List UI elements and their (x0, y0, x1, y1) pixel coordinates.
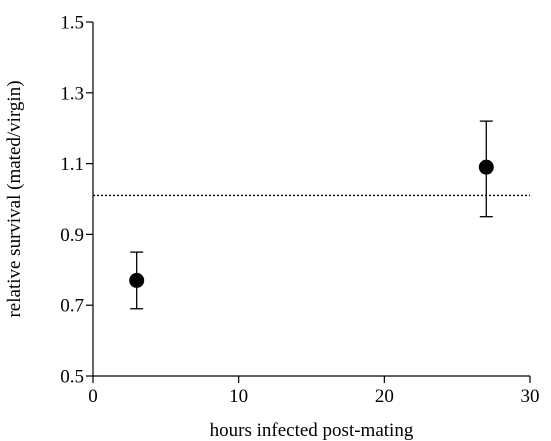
x-ticks: 0 10 20 30 (88, 376, 540, 407)
axes (92, 22, 530, 377)
x-tick-label: 20 (375, 386, 394, 407)
y-tick-label: 1.5 (60, 13, 84, 34)
y-ticks: 0.5 0.7 0.9 1.1 1.3 1.5 (60, 13, 93, 388)
y-tick-label: 1.1 (60, 154, 84, 175)
x-tick-label: 30 (521, 386, 540, 407)
data-point (129, 272, 145, 288)
x-axis-title: hours infected post-mating (210, 420, 414, 441)
y-tick-label: 1.3 (60, 83, 84, 104)
data-points (129, 120, 494, 310)
x-tick-label: 10 (229, 386, 248, 407)
y-tick-label: 0.9 (60, 225, 84, 246)
y-tick-label: 0.7 (60, 296, 84, 317)
x-tick-label: 0 (88, 386, 98, 407)
y-tick-label: 0.5 (60, 367, 84, 388)
y-axis-title: relative survival (mated/virgin) (4, 80, 25, 317)
data-point (478, 159, 494, 175)
